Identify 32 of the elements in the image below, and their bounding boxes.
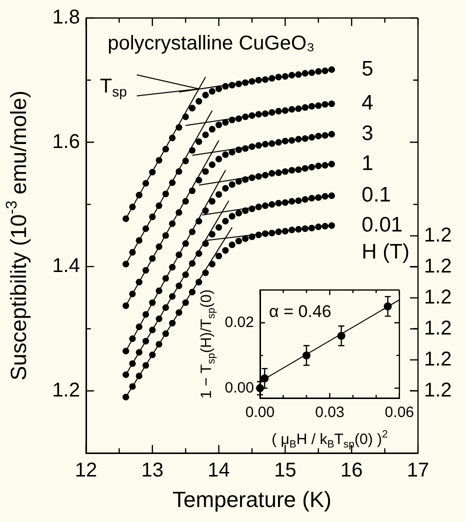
y-tick-label: 1.8 xyxy=(52,6,80,29)
series-label: 1 xyxy=(362,152,374,175)
x-tick-label: 16 xyxy=(340,460,363,482)
series-label: 4 xyxy=(362,92,374,115)
text: 1.2 xyxy=(424,255,452,278)
legend-label: 0.01 xyxy=(362,213,403,236)
x-tick-label: 0.03 xyxy=(315,404,344,422)
text: 1.2 xyxy=(424,379,452,402)
text: 1.2 xyxy=(424,224,452,246)
x-tick-label: 0.00 xyxy=(245,404,275,422)
legend-label: 0.1 xyxy=(362,184,391,207)
y-axis-title: Susceptibility (10-3 emu/mole) xyxy=(4,90,32,381)
y-tick-label: 1.6 xyxy=(52,130,80,153)
text: 1.2 xyxy=(424,286,452,308)
legend-label: 3 xyxy=(362,122,374,146)
x-tick-label: 14 xyxy=(208,460,230,482)
text: 1.2 xyxy=(424,348,452,370)
text: 1.2 xyxy=(424,317,452,340)
x-tick-label: 17 xyxy=(406,460,430,482)
legend-title: H (T) xyxy=(362,240,410,264)
x-tick-label: 15 xyxy=(274,460,296,482)
annotation: polycrystalline CuGeO₃ xyxy=(108,32,315,55)
x-tick-label: 0.06 xyxy=(384,404,414,422)
x-tick-label: 12 xyxy=(74,460,98,482)
x-axis-title: Temperature (K) xyxy=(172,487,332,512)
legend-label: 5 xyxy=(362,57,374,80)
y-axis-title: 1 − Tsp(H)/Tsp(0) xyxy=(198,289,218,399)
y-tick-label: 1.2 xyxy=(52,379,80,402)
annotation: α = 0.46 xyxy=(269,302,332,321)
y-tick-label: 0.02 xyxy=(224,314,254,331)
y-tick-label: 1.4 xyxy=(52,255,80,278)
x-tick-label: 13 xyxy=(141,460,164,482)
